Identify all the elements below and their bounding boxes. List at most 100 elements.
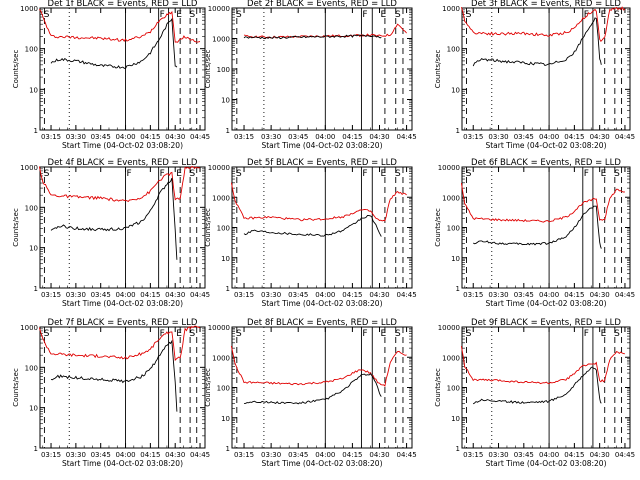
y-tick-label: 100 xyxy=(217,66,230,74)
y-tick-label: 10000 xyxy=(208,324,230,332)
y-tick-label: 10 xyxy=(221,97,230,105)
x-tick-label: 04:30 xyxy=(590,291,610,299)
x-tick-label: 04:45 xyxy=(396,133,416,141)
x-tick-label: 04:00 xyxy=(315,133,335,141)
x-tick-label: 04:15 xyxy=(342,133,362,141)
event-marker-label: S xyxy=(236,169,242,179)
event-marker-label: F xyxy=(127,169,132,179)
series-events-line xyxy=(50,177,178,260)
event-marker-label: E xyxy=(176,10,182,20)
event-marker-label: S xyxy=(44,169,50,179)
y-tick-label: 100 xyxy=(447,225,460,233)
panel-det-4: Det 4f BLACK = Events, RED = LLD 1 10 100 10… xyxy=(12,158,210,308)
x-tick-label: 04:15 xyxy=(140,133,160,141)
x-tick-label: 04:00 xyxy=(315,451,335,459)
event-marker-label: S xyxy=(614,169,620,179)
series-events-line xyxy=(50,17,178,70)
x-tick-label: 03:30 xyxy=(261,291,281,299)
event-marker-label: S xyxy=(189,329,195,339)
series-events-line xyxy=(472,17,602,67)
y-tick-label: 1000 xyxy=(212,36,230,44)
event-marker-label: F xyxy=(160,10,165,20)
event-marker-label: E xyxy=(380,10,386,20)
x-axis-label: Start Time (04-Oct-02 03:08:20) xyxy=(261,141,382,150)
y-tick-label: 1000 xyxy=(20,5,38,13)
event-marker-label: S xyxy=(466,329,472,339)
x-tick-label: 04:45 xyxy=(615,451,635,459)
y-tick-label: 1000 xyxy=(212,354,230,362)
event-marker-label: S xyxy=(395,329,401,339)
plot-title: Det 4f BLACK = Events, RED = LLD xyxy=(48,158,198,168)
series-lld-line xyxy=(38,166,201,202)
y-axis-label: Counts/sec xyxy=(434,208,442,247)
y-tick-label: 1000 xyxy=(442,194,460,202)
x-tick-label: 03:30 xyxy=(261,133,281,141)
x-tick-label: 04:45 xyxy=(396,291,416,299)
event-marker-label: F xyxy=(160,169,165,179)
x-axis-label: Start Time (04-Oct-02 03:08:20) xyxy=(485,459,606,468)
x-tick-label: 03:30 xyxy=(488,133,508,141)
event-marker-label: F xyxy=(584,329,589,339)
event-marker-label: F xyxy=(362,169,367,179)
series-events-line xyxy=(50,339,178,412)
y-tick-label: 10 xyxy=(221,255,230,263)
x-tick-label: 03:30 xyxy=(66,451,86,459)
y-tick-label: 10 xyxy=(451,415,460,423)
y-tick-label: 1 xyxy=(226,285,230,293)
y-tick-label: 10000 xyxy=(208,164,230,172)
x-tick-label: 04:15 xyxy=(564,291,584,299)
event-marker-label: F xyxy=(160,329,165,339)
x-tick-label: 04:00 xyxy=(539,291,559,299)
panel-det-3: Det 3f BLACK = Events, RED = LLD 1 10 100 10… xyxy=(434,0,635,150)
plot-title: Det 7f BLACK = Events, RED = LLD xyxy=(48,318,198,328)
x-tick-label: 04:15 xyxy=(342,291,362,299)
series-events-line xyxy=(472,205,602,249)
x-tick-label: 04:30 xyxy=(590,133,610,141)
event-marker-label: S xyxy=(236,329,242,339)
x-tick-label: 03:30 xyxy=(66,133,86,141)
x-axis-label: Start Time (04-Oct-02 03:08:20) xyxy=(485,299,606,308)
y-axis-label: Counts/sec xyxy=(434,50,442,89)
panel-det-5: Det 5f BLACK = Events, RED = LLD 1 10 100 10… xyxy=(204,158,417,308)
panel-det-1: Det 1f BLACK = Events, RED = LLD 1 10 100 10… xyxy=(12,0,210,150)
y-axis-label: Counts/sec xyxy=(12,208,20,247)
y-tick-label: 1 xyxy=(456,285,460,293)
series-events-line xyxy=(243,215,382,237)
event-marker-label: F xyxy=(584,10,589,20)
series-events-line xyxy=(472,366,602,405)
x-tick-label: 04:30 xyxy=(165,451,185,459)
event-marker-label: S xyxy=(614,10,620,20)
x-tick-label: 04:15 xyxy=(140,451,160,459)
event-marker-label: E xyxy=(380,329,386,339)
x-tick-label: 03:45 xyxy=(514,451,534,459)
event-marker-label: S xyxy=(44,10,50,20)
event-marker-label: E xyxy=(176,329,182,339)
event-marker-label: E xyxy=(176,169,182,179)
x-tick-label: 04:30 xyxy=(369,291,389,299)
y-tick-label: 1000 xyxy=(20,324,38,332)
series-lld-line xyxy=(460,6,626,43)
x-tick-label: 03:15 xyxy=(463,133,483,141)
plot-title: Det 2f BLACK = Events, RED = LLD xyxy=(247,0,397,9)
x-axis-label: Start Time (04-Oct-02 03:08:20) xyxy=(62,459,183,468)
y-axis-label: Counts/sec xyxy=(434,368,442,407)
x-tick-label: 04:00 xyxy=(315,291,335,299)
x-axis-label: Start Time (04-Oct-02 03:08:20) xyxy=(62,299,183,308)
y-tick-label: 10 xyxy=(221,415,230,423)
plot-title: Det 8f BLACK = Events, RED = LLD xyxy=(247,318,397,328)
series-lld-line xyxy=(460,182,625,223)
x-tick-label: 03:30 xyxy=(488,451,508,459)
x-tick-label: 04:30 xyxy=(165,291,185,299)
y-tick-label: 1 xyxy=(34,445,38,453)
x-tick-label: 03:15 xyxy=(234,451,254,459)
x-tick-label: 03:45 xyxy=(91,451,111,459)
x-tick-label: 04:15 xyxy=(564,133,584,141)
x-tick-label: 03:15 xyxy=(41,291,61,299)
y-tick-label: 10000 xyxy=(438,324,460,332)
x-tick-label: 03:15 xyxy=(463,291,483,299)
y-tick-label: 10000 xyxy=(438,164,460,172)
y-tick-label: 100 xyxy=(217,385,230,393)
x-tick-label: 03:45 xyxy=(288,133,308,141)
x-axis-label: Start Time (04-Oct-02 03:08:20) xyxy=(261,299,382,308)
